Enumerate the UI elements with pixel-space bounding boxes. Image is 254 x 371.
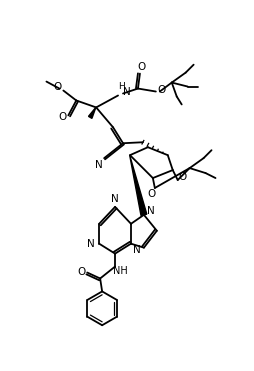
Text: N: N [87, 239, 95, 249]
Text: O: O [53, 82, 61, 92]
Text: H: H [118, 82, 124, 91]
Text: O: O [138, 62, 146, 72]
Text: N: N [95, 160, 103, 170]
Text: O: O [148, 189, 156, 199]
Text: N: N [111, 194, 119, 204]
Text: N: N [147, 206, 155, 216]
Text: N: N [123, 86, 131, 96]
Text: O: O [77, 266, 85, 276]
Text: O: O [58, 112, 67, 122]
Text: O: O [179, 172, 187, 182]
Text: NH: NH [113, 266, 128, 276]
Text: N: N [133, 244, 141, 255]
Polygon shape [88, 107, 96, 118]
Text: O: O [158, 85, 166, 95]
Polygon shape [130, 155, 147, 216]
